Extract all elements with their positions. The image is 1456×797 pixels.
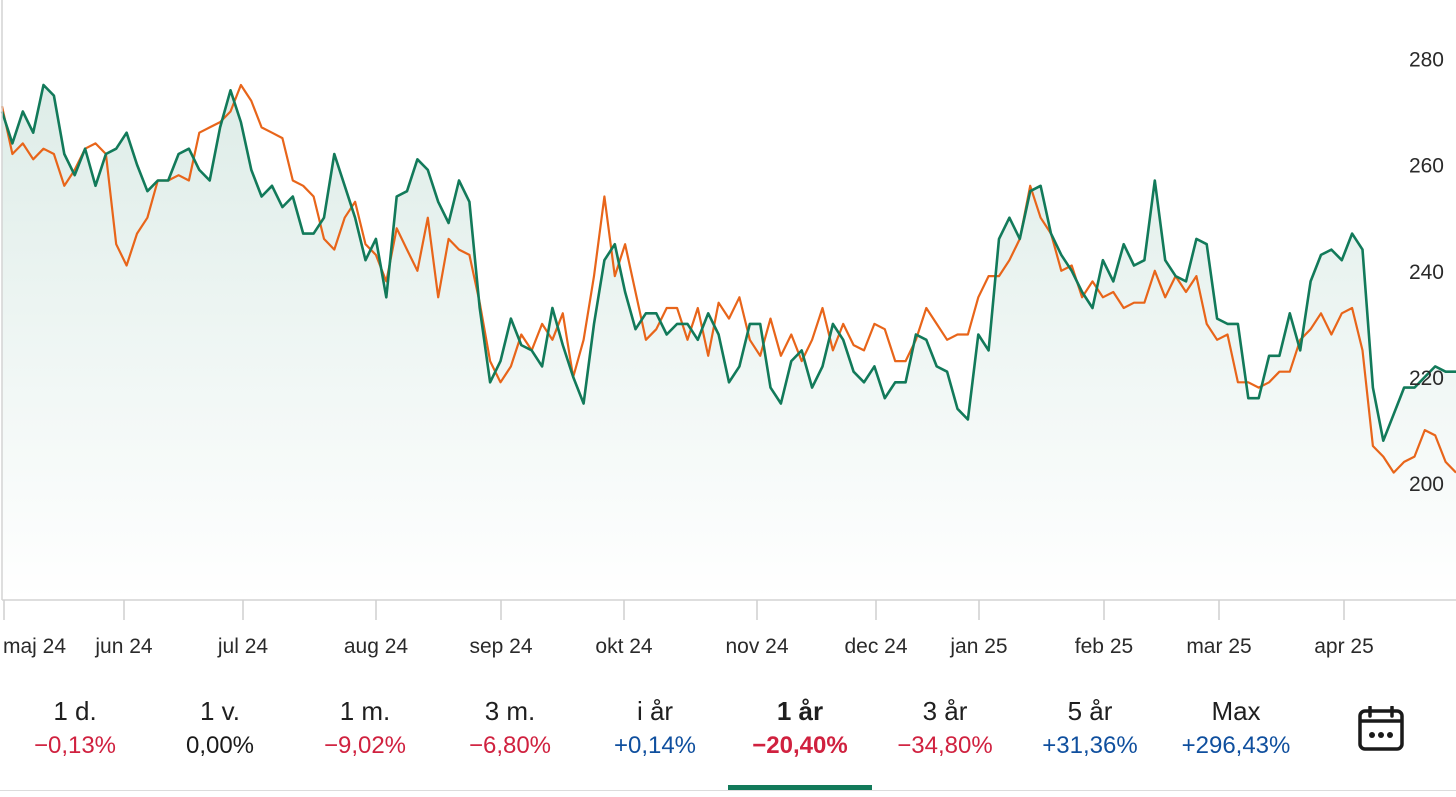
x-tick-label: sep 24 bbox=[469, 635, 532, 658]
period-change-value: +0,14% bbox=[613, 732, 697, 759]
period-tab[interactable]: 1 v. 0,00% bbox=[150, 672, 290, 790]
period-label: i år bbox=[636, 696, 674, 726]
period-label: Max bbox=[1211, 696, 1261, 726]
y-tick-label: 200 bbox=[1409, 473, 1444, 496]
x-tick-label: okt 24 bbox=[595, 635, 653, 658]
period-label: 3 år bbox=[922, 696, 968, 726]
bottom-divider bbox=[0, 790, 1456, 791]
period-tab[interactable]: 1 m. −9,02% bbox=[295, 672, 435, 790]
period-change-value: −20,40% bbox=[752, 732, 848, 759]
x-tick-label: jun 24 bbox=[94, 635, 153, 658]
x-tick-label: mar 25 bbox=[1186, 635, 1251, 658]
period-tab[interactable]: 1 d. −0,13% bbox=[5, 672, 145, 790]
period-change-value: 0,00% bbox=[185, 732, 255, 759]
period-label: 1 v. bbox=[200, 696, 240, 726]
y-tick-label: 220 bbox=[1409, 367, 1444, 390]
period-selector: 1 d. −0,13% 1 v. 0,00% 1 m. −9,02% 3 m. −6,80% i… bbox=[0, 672, 1456, 790]
period-label: 1 m. bbox=[339, 696, 391, 726]
series-line-1 bbox=[0, 83, 1456, 474]
period-change-value: −6,80% bbox=[468, 732, 552, 759]
period-change-value: −34,80% bbox=[897, 732, 993, 759]
period-change-value: +31,36% bbox=[1042, 732, 1138, 759]
x-tick-label: feb 25 bbox=[1075, 635, 1133, 658]
period-tab[interactable]: 5 år +31,36% bbox=[1020, 672, 1160, 790]
period-label: 3 m. bbox=[484, 696, 536, 726]
y-axis: 280 260 240 220 200 bbox=[1409, 48, 1444, 496]
period-label: 1 d. bbox=[53, 696, 97, 726]
active-tab-indicator bbox=[728, 785, 872, 790]
price-chart[interactable]: 280 260 240 220 200 maj 24 jun 24 jul 24 aug 24… bbox=[0, 0, 1456, 670]
period-change-value: −9,02% bbox=[323, 732, 407, 759]
period-tab[interactable]: 3 år −34,80% bbox=[875, 672, 1015, 790]
y-tick-label: 260 bbox=[1409, 155, 1444, 178]
series-line-0 bbox=[0, 83, 1456, 442]
x-tick-label: jul 24 bbox=[217, 635, 269, 658]
x-axis: maj 24 jun 24 jul 24 aug 24 sep 24 okt 24 nov … bbox=[3, 600, 1374, 658]
calendar-button[interactable] bbox=[1356, 705, 1406, 754]
y-tick-label: 240 bbox=[1409, 261, 1444, 284]
x-tick-label: apr 25 bbox=[1314, 635, 1374, 658]
calendar-icon bbox=[1358, 705, 1404, 751]
series-area-0 bbox=[2, 85, 1456, 600]
period-change-value: −0,13% bbox=[33, 732, 117, 759]
x-tick-label: nov 24 bbox=[725, 635, 788, 658]
period-label: 1 år bbox=[776, 696, 824, 726]
period-label: 5 år bbox=[1067, 696, 1113, 726]
x-tick-label: dec 24 bbox=[844, 635, 907, 658]
period-tab[interactable]: 1 år −20,40% bbox=[728, 672, 872, 790]
x-tick-label: aug 24 bbox=[344, 635, 409, 658]
series-layer bbox=[0, 83, 1456, 600]
x-tick-label: maj 24 bbox=[3, 635, 66, 658]
x-tick-label: jan 25 bbox=[949, 635, 1007, 658]
period-tab[interactable]: i år +0,14% bbox=[585, 672, 725, 790]
y-tick-label: 280 bbox=[1409, 48, 1444, 71]
period-tab[interactable]: Max +296,43% bbox=[1166, 672, 1306, 790]
period-change-value: +296,43% bbox=[1181, 732, 1291, 759]
period-tab[interactable]: 3 m. −6,80% bbox=[440, 672, 580, 790]
